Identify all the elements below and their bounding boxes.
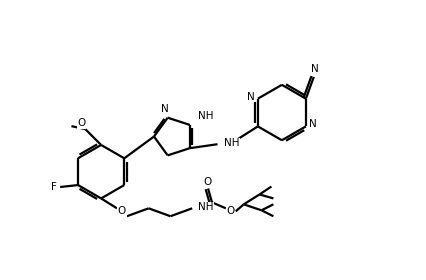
Text: N: N [309, 119, 317, 129]
Text: O: O [203, 177, 211, 186]
Text: NH: NH [225, 138, 240, 148]
Text: N: N [311, 64, 319, 74]
Text: N: N [247, 92, 255, 102]
Text: N: N [161, 104, 169, 114]
Text: NH: NH [198, 111, 213, 121]
Text: NH: NH [198, 202, 214, 212]
Text: O: O [118, 206, 126, 216]
Text: O: O [227, 206, 235, 216]
Text: F: F [51, 182, 57, 192]
Text: O: O [77, 118, 86, 128]
